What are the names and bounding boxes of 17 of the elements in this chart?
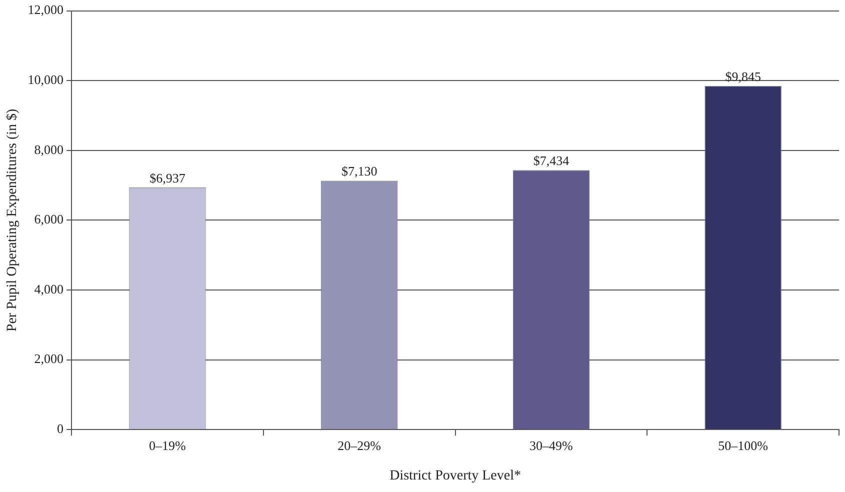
data-label: $7,434 xyxy=(533,153,570,168)
x-tick-label: 50–100% xyxy=(718,438,768,453)
y-tick-label: 4,000 xyxy=(34,281,64,296)
data-label: $6,937 xyxy=(150,170,186,186)
x-tick-label: 20–29% xyxy=(338,438,382,453)
y-tick-label: 12,000 xyxy=(28,2,64,18)
data-label: $9,845 xyxy=(725,68,761,84)
y-tick-label: 8,000 xyxy=(34,142,64,157)
x-tick-label: 30–49% xyxy=(530,438,574,453)
x-tick-label: 0–19% xyxy=(149,438,186,453)
y-tick-label: 2,000 xyxy=(34,351,64,366)
y-tick-label: 10,000 xyxy=(28,72,64,88)
data-label: $7,130 xyxy=(341,164,378,179)
x-axis-title: District Poverty Level* xyxy=(390,468,521,484)
y-tick-label: 0 xyxy=(57,421,64,436)
y-tick-label: 6,000 xyxy=(34,212,64,227)
y-axis-title: Per Pupil Operating Expenditures (in $) xyxy=(5,108,20,332)
